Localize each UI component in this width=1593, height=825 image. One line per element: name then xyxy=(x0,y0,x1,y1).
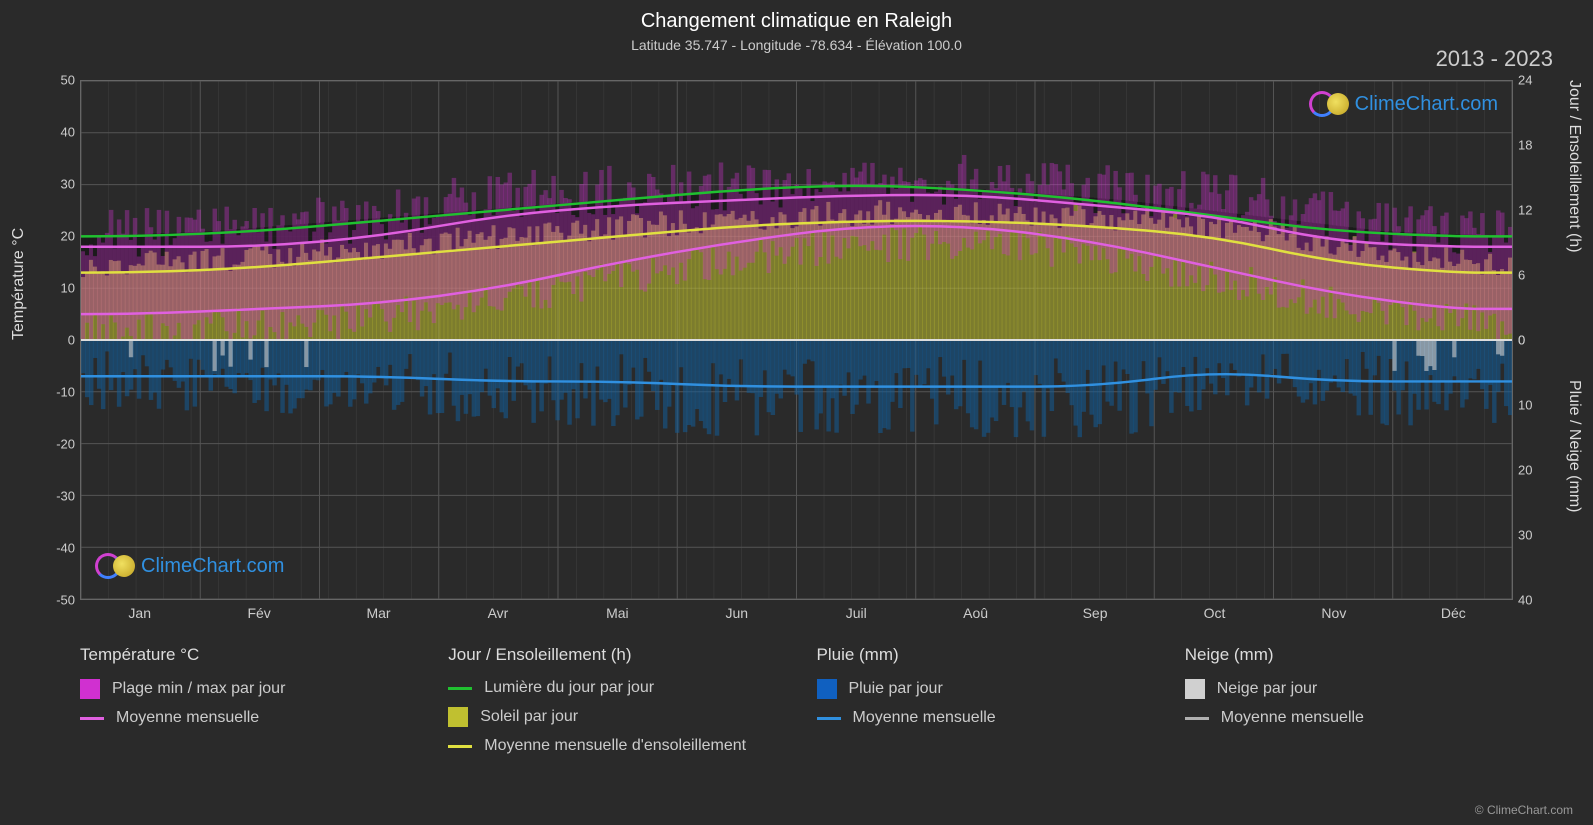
x-tick: Nov xyxy=(1321,605,1346,621)
legend-item: Lumière du jour par jour xyxy=(448,679,776,697)
x-tick: Déc xyxy=(1441,605,1466,621)
plot-area: ClimeChart.com ClimeChart.com xyxy=(80,80,1513,600)
x-tick: Oct xyxy=(1204,605,1226,621)
y-tick-left: -40 xyxy=(56,541,75,556)
x-tick: Fév xyxy=(247,605,270,621)
legend-item: Moyenne mensuelle d'ensoleillement xyxy=(448,737,776,755)
y-axis-right-top-label: Jour / Ensoleillement (h) xyxy=(1565,80,1583,253)
legend-swatch-line-icon xyxy=(448,745,472,748)
chart-subtitle: Latitude 35.747 - Longitude -78.634 - Él… xyxy=(0,33,1593,53)
legend-label: Soleil par jour xyxy=(480,708,578,726)
legend-label: Lumière du jour par jour xyxy=(484,679,654,697)
y-axis-left-label: Température °C xyxy=(10,228,28,340)
legend-label: Moyenne mensuelle d'ensoleillement xyxy=(484,737,746,755)
legend-column: Jour / Ensoleillement (h) Lumière du jour… xyxy=(448,645,776,765)
y-tick-left: 30 xyxy=(61,177,75,192)
year-range: 2013 - 2023 xyxy=(1436,46,1553,72)
plot-svg xyxy=(81,81,1512,599)
x-tick: Jan xyxy=(128,605,151,621)
logo-text: ClimeChart.com xyxy=(141,555,284,578)
y-tick-left: -10 xyxy=(56,385,75,400)
y-axis-right-bottom-label: Pluie / Neige (mm) xyxy=(1565,380,1583,512)
chart-title: Changement climatique en Raleigh xyxy=(0,0,1593,33)
legend-header: Jour / Ensoleillement (h) xyxy=(448,645,776,665)
legend-item: Soleil par jour xyxy=(448,707,776,727)
y-tick-right: 10 xyxy=(1518,398,1532,413)
y-tick-right: 0 xyxy=(1518,333,1525,348)
logo-sun-icon xyxy=(1327,93,1349,115)
legend-header: Neige (mm) xyxy=(1185,645,1513,665)
legend-swatch-line-icon xyxy=(817,717,841,720)
legend-item: Plage min / max par jour xyxy=(80,679,408,699)
legend-label: Plage min / max par jour xyxy=(112,680,285,698)
legend-swatch-line-icon xyxy=(448,687,472,690)
x-tick: Juil xyxy=(846,605,867,621)
legend-column: Température °C Plage min / max par jour Mo… xyxy=(80,645,408,765)
y-tick-left: 40 xyxy=(61,125,75,140)
legend-swatch-box-icon xyxy=(448,707,468,727)
legend-label: Moyenne mensuelle xyxy=(853,709,996,727)
logo-bottom: ClimeChart.com xyxy=(95,553,284,579)
legend-label: Pluie par jour xyxy=(849,680,943,698)
logo-sun-icon xyxy=(113,555,135,577)
legend-item: Moyenne mensuelle xyxy=(1185,709,1513,727)
legend-item: Moyenne mensuelle xyxy=(80,709,408,727)
legend-item: Pluie par jour xyxy=(817,679,1145,699)
legend: Température °C Plage min / max par jour Mo… xyxy=(80,645,1513,765)
y-tick-left: -50 xyxy=(56,593,75,608)
y-tick-right: 18 xyxy=(1518,138,1532,153)
logo-text: ClimeChart.com xyxy=(1355,93,1498,116)
legend-label: Moyenne mensuelle xyxy=(1221,709,1364,727)
legend-label: Moyenne mensuelle xyxy=(116,709,259,727)
legend-column: Neige (mm) Neige par jour Moyenne mensuell… xyxy=(1185,645,1513,765)
x-tick: Avr xyxy=(488,605,509,621)
copyright: © ClimeChart.com xyxy=(1475,803,1573,817)
legend-header: Pluie (mm) xyxy=(817,645,1145,665)
legend-swatch-line-icon xyxy=(80,717,104,720)
y-tick-right: 40 xyxy=(1518,593,1532,608)
legend-swatch-line-icon xyxy=(1185,717,1209,720)
x-tick: Jun xyxy=(725,605,748,621)
y-tick-right: 30 xyxy=(1518,528,1532,543)
y-tick-left: 0 xyxy=(68,333,75,348)
legend-header: Température °C xyxy=(80,645,408,665)
y-tick-left: 10 xyxy=(61,281,75,296)
y-tick-right: 20 xyxy=(1518,463,1532,478)
legend-item: Neige par jour xyxy=(1185,679,1513,699)
y-tick-left: -30 xyxy=(56,489,75,504)
climate-chart: Changement climatique en Raleigh Latitud… xyxy=(0,0,1593,825)
x-tick: Sep xyxy=(1083,605,1108,621)
legend-label: Neige par jour xyxy=(1217,680,1318,698)
legend-item: Moyenne mensuelle xyxy=(817,709,1145,727)
y-tick-right: 12 xyxy=(1518,203,1532,218)
legend-column: Pluie (mm) Pluie par jour Moyenne mensuell… xyxy=(817,645,1145,765)
x-tick: Mar xyxy=(366,605,390,621)
y-tick-left: 50 xyxy=(61,73,75,88)
y-tick-right: 24 xyxy=(1518,73,1532,88)
y-tick-left: 20 xyxy=(61,229,75,244)
legend-swatch-box-icon xyxy=(817,679,837,699)
legend-swatch-box-icon xyxy=(1185,679,1205,699)
x-tick: Mai xyxy=(606,605,629,621)
y-tick-right: 6 xyxy=(1518,268,1525,283)
logo-top: ClimeChart.com xyxy=(1309,91,1498,117)
y-tick-left: -20 xyxy=(56,437,75,452)
legend-swatch-box-icon xyxy=(80,679,100,699)
x-tick: Aoû xyxy=(963,605,988,621)
